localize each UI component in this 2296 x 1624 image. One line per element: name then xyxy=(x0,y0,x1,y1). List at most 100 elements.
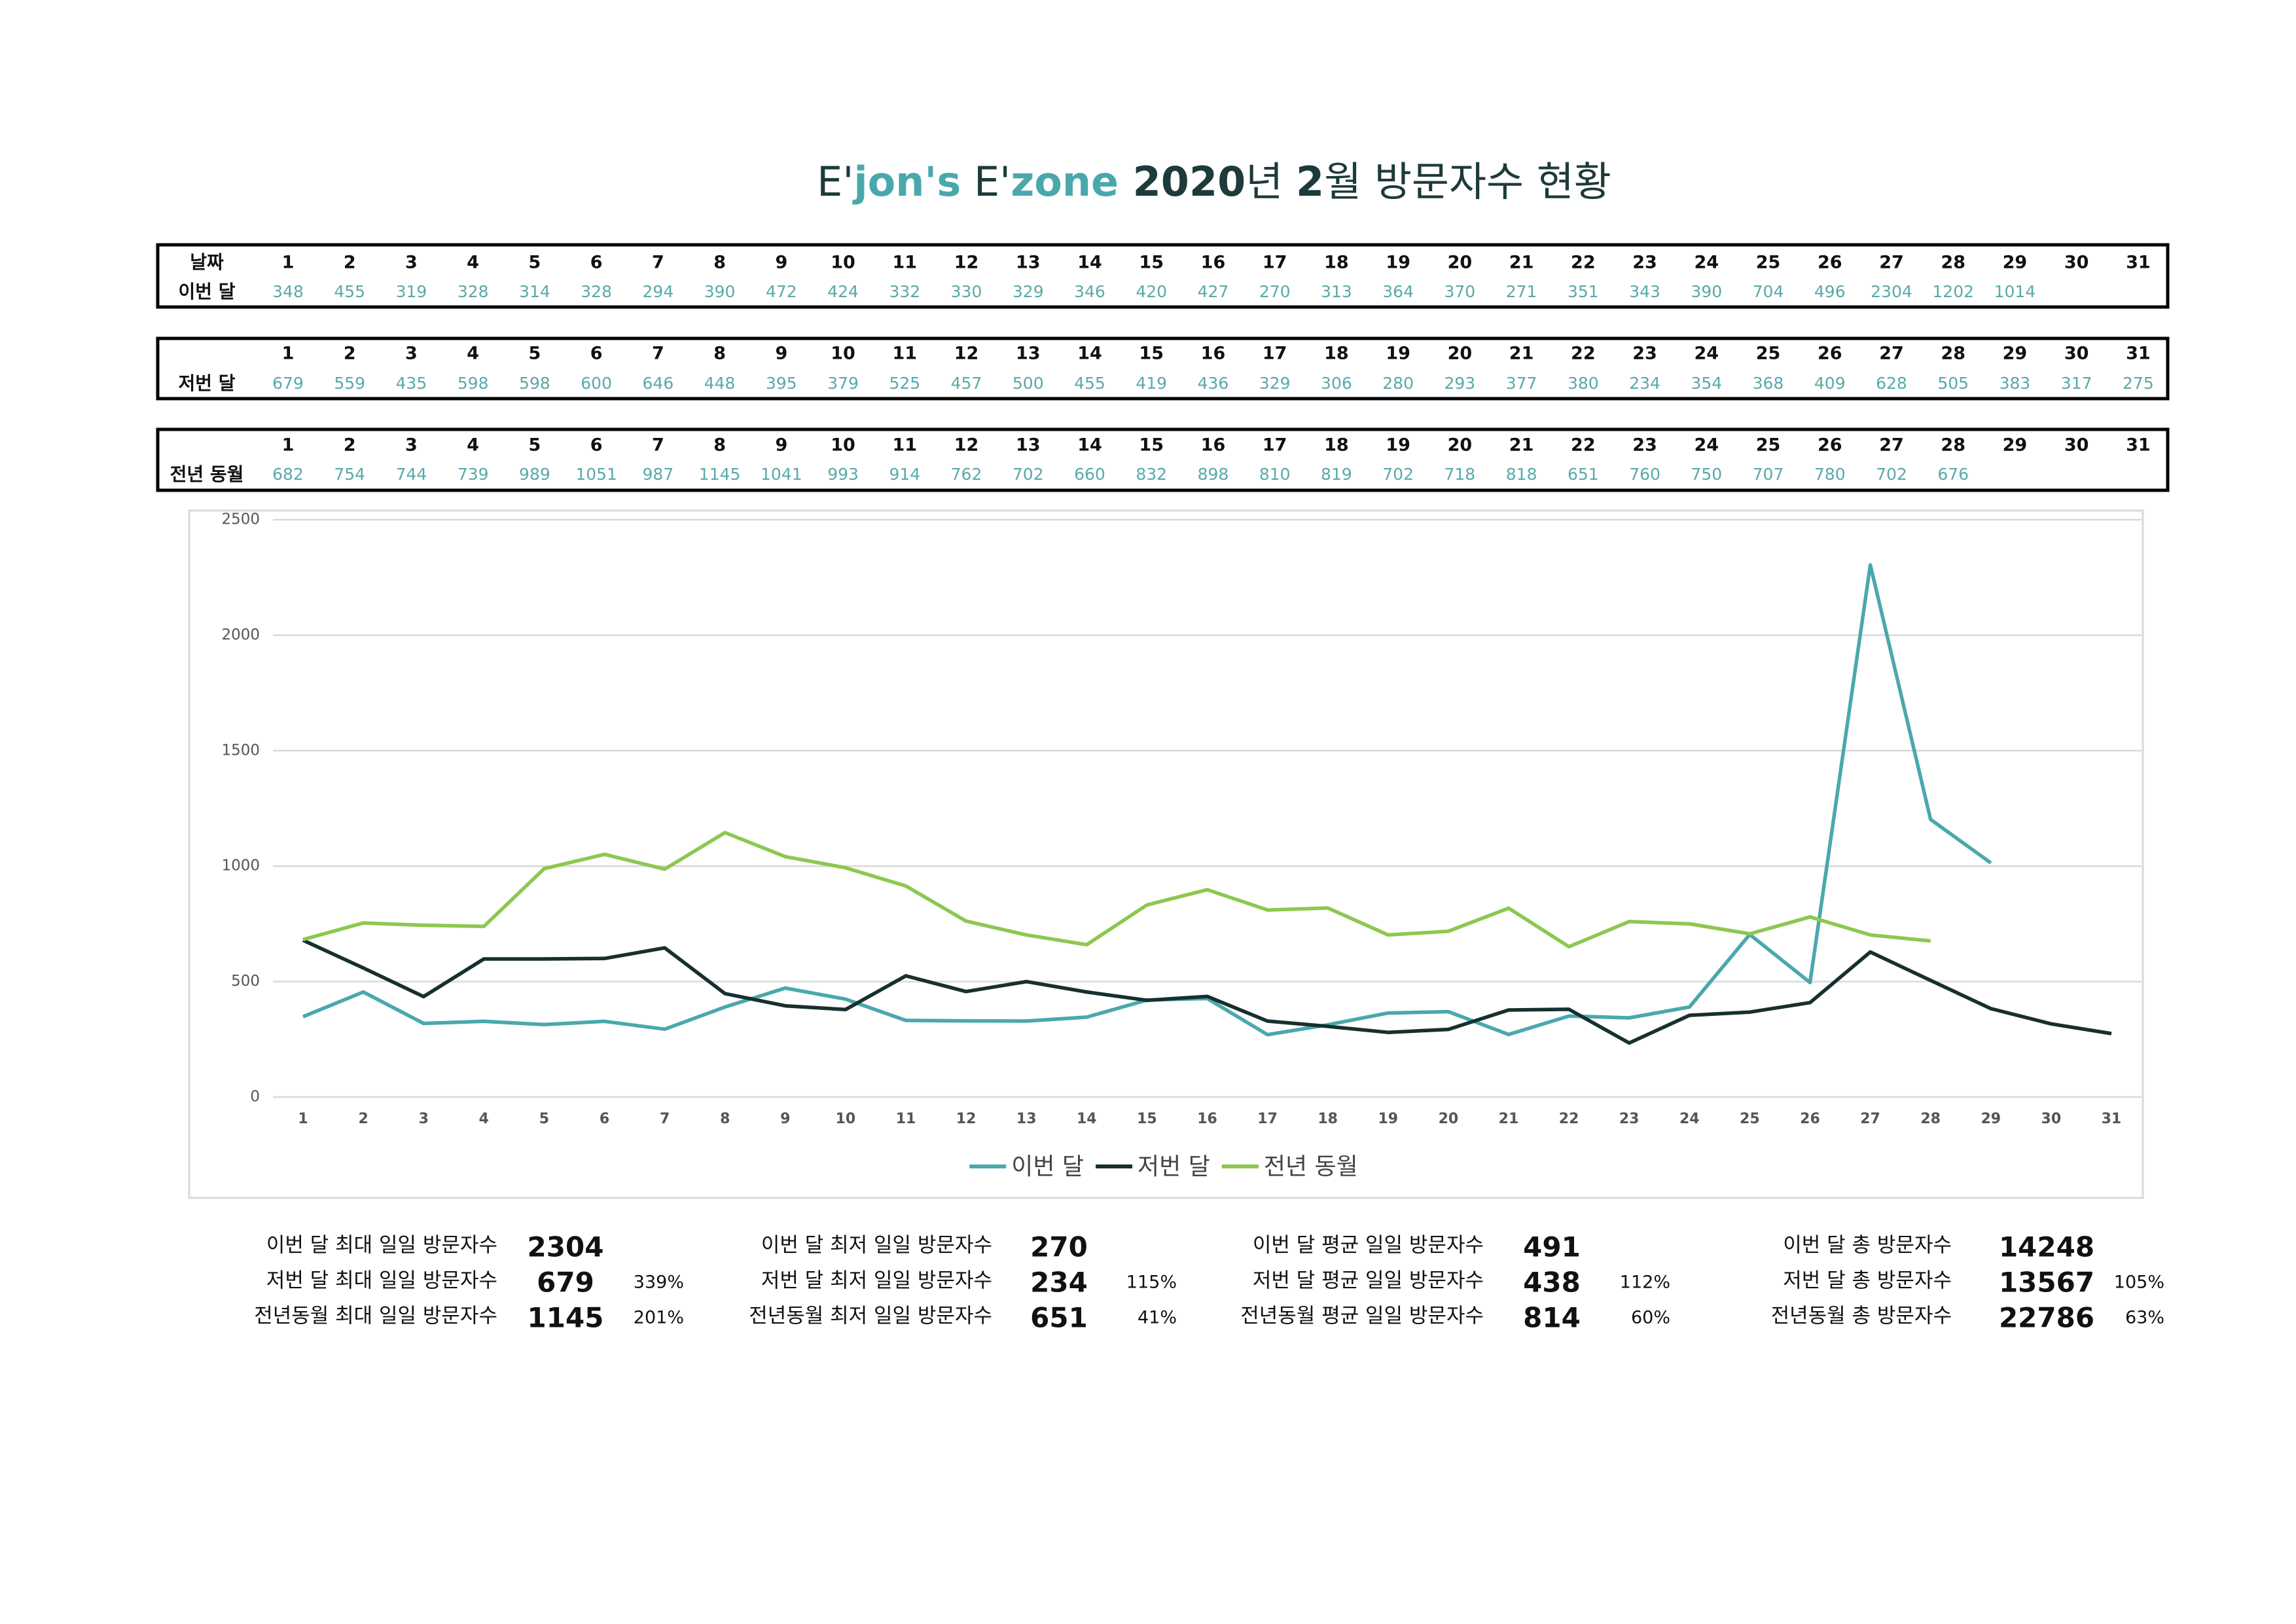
title-part: 2020 xyxy=(1119,158,1246,206)
table-value: 651 xyxy=(1568,465,1599,484)
table-day: 21 xyxy=(1509,253,1534,273)
table-day: 16 xyxy=(1201,435,1226,456)
table-value: 294 xyxy=(643,282,674,301)
table-day: 29 xyxy=(2003,253,2028,273)
x-tick-label: 23 xyxy=(1619,1111,1640,1127)
table-value: 1202 xyxy=(1932,282,1974,301)
table-day: 31 xyxy=(2126,253,2151,273)
table-day: 26 xyxy=(1818,344,1842,364)
table-value: 354 xyxy=(1691,374,1722,393)
table-day: 6 xyxy=(590,435,603,456)
x-tick-label: 4 xyxy=(479,1111,489,1127)
table-day: 10 xyxy=(831,253,855,273)
table-value: 395 xyxy=(766,374,797,393)
table-value: 368 xyxy=(1753,374,1784,393)
stat-value: 14248 xyxy=(1999,1231,2094,1263)
table-day: 28 xyxy=(1941,253,1965,273)
table-day: 3 xyxy=(405,344,418,364)
table-value: 525 xyxy=(889,374,920,393)
table-day: 6 xyxy=(590,344,603,364)
stat-ratio: 115% xyxy=(1126,1272,1177,1293)
table-day: 9 xyxy=(775,253,787,273)
table-day: 21 xyxy=(1509,435,1534,456)
title-part: jon's xyxy=(852,158,961,206)
table-box xyxy=(156,336,2170,401)
table-day: 7 xyxy=(652,253,664,273)
y-tick-label: 500 xyxy=(231,973,260,990)
table-day: 9 xyxy=(775,435,787,456)
x-tick-label: 5 xyxy=(539,1111,549,1127)
y-tick-label: 1500 xyxy=(221,742,260,759)
table-value: 346 xyxy=(1074,282,1105,301)
table-value: 505 xyxy=(1937,374,1969,393)
table-day: 22 xyxy=(1571,435,1596,456)
table-value: 628 xyxy=(1876,374,1907,393)
stat-ratio: 41% xyxy=(1138,1308,1177,1328)
table-value: 328 xyxy=(457,282,489,301)
table-value: 351 xyxy=(1568,282,1599,301)
stat-label: 이번 달 최대 일일 방문자수 xyxy=(266,1234,497,1257)
table-value: 718 xyxy=(1444,465,1476,484)
table-day: 15 xyxy=(1139,435,1164,456)
x-tick-label: 17 xyxy=(1257,1111,1278,1127)
y-tick-label: 2000 xyxy=(221,626,260,643)
table-value: 313 xyxy=(1321,282,1352,301)
x-tick-label: 22 xyxy=(1559,1111,1579,1127)
table-value: 457 xyxy=(951,374,982,393)
table-day: 23 xyxy=(1632,435,1657,456)
table-value: 679 xyxy=(272,374,304,393)
stat-value: 491 xyxy=(1523,1231,1581,1263)
table-day: 4 xyxy=(467,253,479,273)
x-tick-label: 25 xyxy=(1740,1111,1760,1127)
table-value: 306 xyxy=(1321,374,1352,393)
y-tick-label: 1000 xyxy=(221,857,260,875)
table-day: 24 xyxy=(1695,435,1719,456)
table-value: 329 xyxy=(1259,374,1291,393)
table-value: 993 xyxy=(827,465,859,484)
table-value: 348 xyxy=(272,282,304,301)
table-value: 660 xyxy=(1074,465,1105,484)
table-day: 11 xyxy=(893,435,918,456)
table-value: 819 xyxy=(1321,465,1352,484)
stat-ratio: 105% xyxy=(2114,1272,2164,1293)
table-value: 898 xyxy=(1198,465,1229,484)
table-value: 818 xyxy=(1506,465,1537,484)
table-day: 22 xyxy=(1571,344,1596,364)
stat-value: 234 xyxy=(1030,1267,1088,1299)
table-day: 17 xyxy=(1263,435,1287,456)
table-value: 682 xyxy=(272,465,304,484)
table-day: 17 xyxy=(1263,344,1287,364)
table-value: 750 xyxy=(1691,465,1722,484)
table-day: 3 xyxy=(405,253,418,273)
chart-frame xyxy=(188,509,2144,1199)
table-value: 676 xyxy=(1937,465,1969,484)
table-row-label: 이번 달 xyxy=(178,281,235,302)
table-day: 10 xyxy=(831,344,855,364)
table-value: 600 xyxy=(581,374,612,393)
table-value: 390 xyxy=(1691,282,1722,301)
stat-value: 651 xyxy=(1030,1302,1088,1334)
table-day: 22 xyxy=(1571,253,1596,273)
table-value: 275 xyxy=(2123,374,2154,393)
table-day: 30 xyxy=(2064,435,2089,456)
x-tick-label: 1 xyxy=(298,1111,308,1127)
stat-label: 이번 달 평균 일일 방문자수 xyxy=(1253,1234,1484,1257)
table-day: 14 xyxy=(1077,253,1102,273)
table-value: 704 xyxy=(1753,282,1784,301)
table-value: 419 xyxy=(1136,374,1167,393)
table-box xyxy=(156,243,2170,309)
x-tick-label: 21 xyxy=(1499,1111,1519,1127)
table-day: 10 xyxy=(831,435,855,456)
table-value: 332 xyxy=(889,282,920,301)
table-value: 380 xyxy=(1568,374,1599,393)
table-day: 24 xyxy=(1695,253,1719,273)
stat-value: 814 xyxy=(1523,1302,1581,1334)
table-value: 754 xyxy=(334,465,365,484)
table-value: 810 xyxy=(1259,465,1291,484)
x-tick-label: 13 xyxy=(1016,1111,1037,1127)
table-value: 427 xyxy=(1198,282,1229,301)
title-part: 2 xyxy=(1296,158,1324,206)
x-tick-label: 8 xyxy=(720,1111,730,1127)
table-day: 18 xyxy=(1324,435,1349,456)
table-value: 1041 xyxy=(761,465,802,484)
